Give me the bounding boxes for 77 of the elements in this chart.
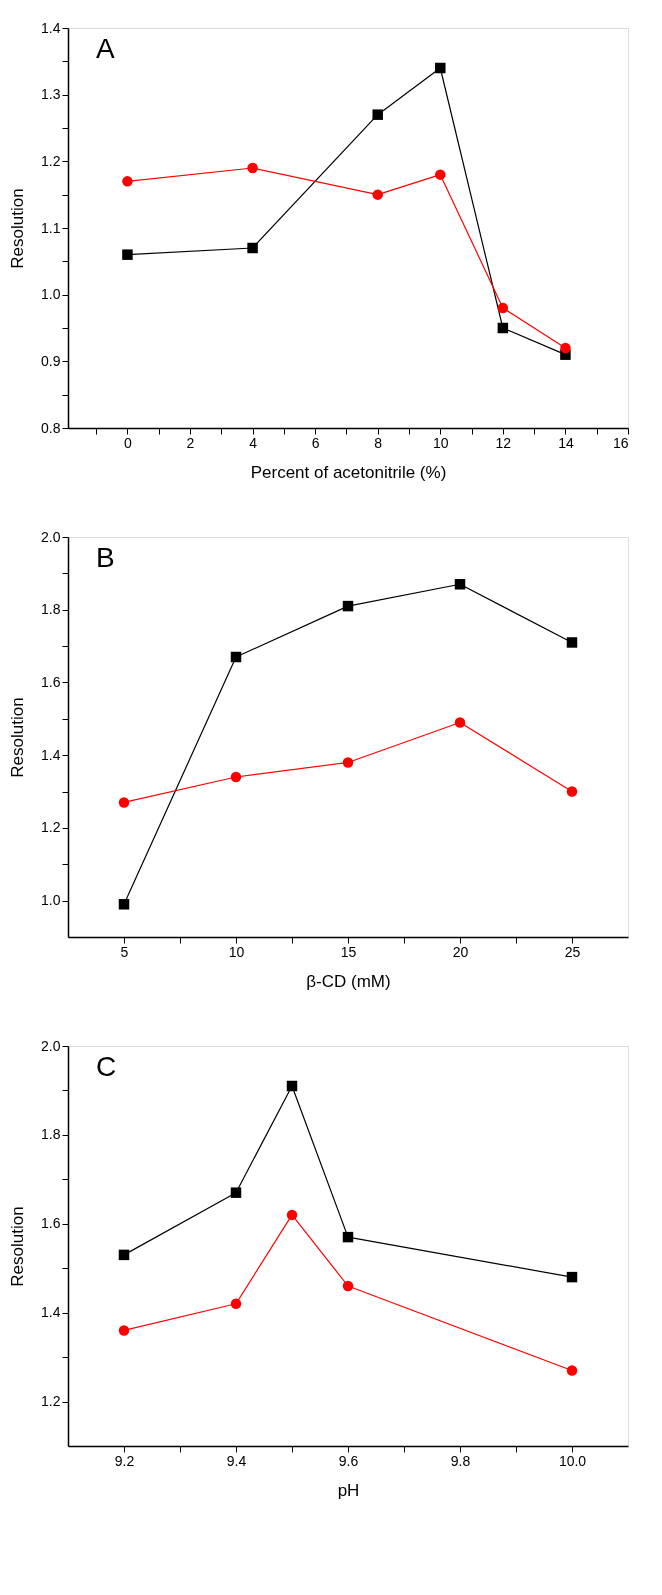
y-tick-label: 2.0: [41, 528, 61, 545]
point: [342, 600, 354, 612]
point: [247, 242, 258, 254]
point: [454, 717, 466, 728]
x-tick-label: 0: [124, 434, 133, 451]
chart-title: B: [96, 542, 115, 573]
x-axis-title: β-CD (mM): [306, 971, 391, 991]
y-tick-label: 1.3: [41, 86, 61, 103]
point: [454, 579, 466, 590]
point: [560, 342, 571, 354]
y-axis-title: Resolution: [8, 1206, 28, 1287]
point: [566, 637, 578, 648]
y-tick-label: 2.0: [41, 1037, 61, 1054]
x-tick-label: 2: [186, 434, 195, 451]
y-axis-title: Resolution: [8, 697, 28, 778]
point: [497, 322, 509, 334]
x-tick-label: 9.6: [338, 1452, 359, 1469]
y-tick-label: 1.0: [41, 892, 61, 909]
x-tick-label: 5: [120, 943, 129, 960]
point: [497, 302, 509, 314]
y-tick-label: 1.0: [41, 286, 61, 303]
y-tick-label: 1.6: [41, 1215, 61, 1232]
x-tick-label: 25: [564, 943, 581, 960]
point: [118, 1325, 130, 1336]
y-tick-label: 1.2: [41, 1393, 61, 1410]
y-tick-label: 1.4: [41, 746, 61, 763]
x-tick-label: 14: [558, 434, 574, 451]
x-tick-label: 20: [452, 943, 469, 960]
x-tick-label: 12: [495, 434, 512, 451]
point: [435, 169, 446, 180]
point: [372, 109, 383, 120]
x-tick-label: 10: [433, 434, 449, 451]
x-tick-label: 6: [311, 434, 320, 451]
x-tick-label: 10: [228, 943, 245, 960]
chart-title: A: [96, 33, 115, 64]
y-axis-title: Resolution: [8, 188, 28, 269]
y-tick-label: 1.8: [41, 601, 61, 618]
y-tick-label: 1.4: [41, 19, 61, 36]
x-tick-label: 4: [249, 434, 258, 451]
y-tick-label: 1.4: [41, 1304, 61, 1321]
x-tick-label: 16: [612, 434, 629, 451]
point: [342, 1231, 354, 1243]
point: [342, 757, 354, 768]
y-tick-label: 1.1: [41, 219, 61, 236]
y-tick-label: 0.9: [41, 352, 61, 369]
y-tick-label: 1.2: [41, 152, 61, 169]
y-tick-label: 1.2: [41, 819, 61, 836]
point: [230, 651, 242, 663]
y-tick-label: 0.8: [41, 419, 61, 436]
point: [230, 1298, 242, 1310]
point: [566, 1271, 578, 1283]
point: [122, 176, 133, 187]
y-tick-label: 1.6: [41, 673, 61, 690]
chart-title: C: [96, 1051, 117, 1082]
point: [230, 771, 242, 783]
point: [118, 797, 130, 808]
point: [118, 1249, 130, 1261]
point: [286, 1209, 298, 1221]
point: [118, 899, 130, 910]
x-tick-label: 15: [340, 943, 357, 960]
x-axis-title: Percent of acetonitrile (%): [250, 462, 447, 482]
x-tick-label: 9.2: [114, 1452, 135, 1469]
point: [247, 162, 258, 174]
point: [342, 1280, 354, 1292]
y-tick-label: 1.8: [41, 1126, 61, 1143]
x-tick-label: 9.8: [450, 1452, 471, 1469]
x-tick-label: 10.0: [558, 1452, 587, 1469]
point: [286, 1080, 298, 1092]
x-axis-title: pH: [337, 1480, 360, 1500]
point: [122, 249, 133, 260]
point: [372, 189, 383, 200]
point: [435, 62, 446, 74]
point: [230, 1187, 242, 1198]
x-tick-label: 8: [374, 434, 383, 451]
x-tick-label: 9.4: [226, 1452, 247, 1469]
point: [566, 1365, 578, 1376]
point: [566, 786, 578, 797]
